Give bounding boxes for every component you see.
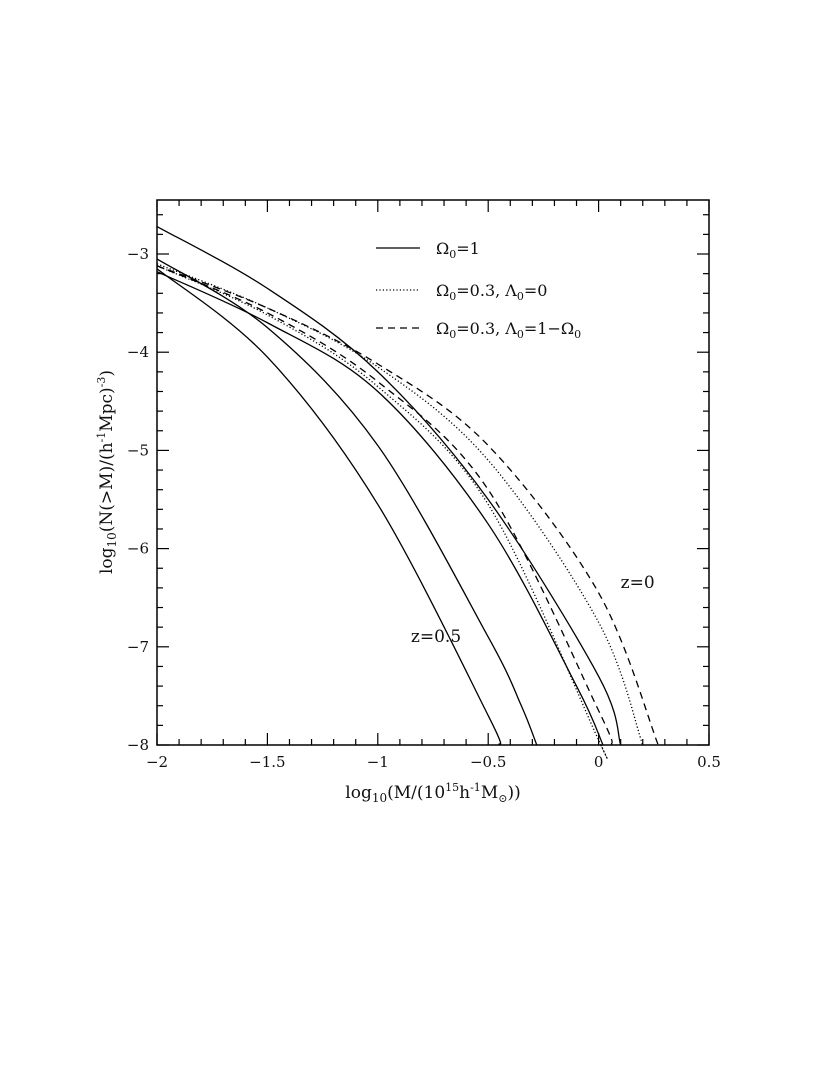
axis-ticks — [156, 200, 710, 746]
y-axis-title: log10(N(>M)/(h-1Mpc)-3) — [95, 370, 119, 574]
plot-frame — [156, 199, 710, 746]
annotation-z05: z=0.5 — [411, 627, 461, 647]
y-tick-label: −8 — [127, 736, 149, 754]
x-tick-label: −2 — [146, 753, 168, 771]
x-tick-label: −1.5 — [249, 753, 285, 771]
legend-label-dotted: Ω0=0.3, Λ0=0 — [436, 281, 547, 303]
series-curve-dashed — [156, 265, 659, 746]
legend: Ω0=1 Ω0=0.3, Λ0=0 Ω0=0.3, Λ0=1−Ω0 — [376, 239, 581, 341]
y-tick-label: −5 — [127, 441, 149, 459]
x-tick-label: −1 — [367, 753, 389, 771]
x-tick-label: 0 — [594, 753, 604, 771]
y-tick-label: −6 — [127, 540, 149, 558]
x-tick-label: 0.5 — [697, 753, 721, 771]
x-axis-title: log10(M/(1015h-1M⊙)) — [345, 781, 520, 805]
series-curve-dashed — [156, 265, 613, 746]
legend-label-solid: Ω0=1 — [436, 239, 480, 261]
y-tick-label: −3 — [127, 245, 149, 263]
x-tick-label: −0.5 — [470, 753, 506, 771]
annotation-z0: z=0 — [621, 573, 655, 593]
series-curve-solid — [156, 225, 622, 746]
tick-labels: −2 −1.5 −1 −0.5 0 0.5 −3 −4 −5 −6 −7 −8 — [127, 245, 721, 771]
series-curve-solid — [156, 268, 502, 746]
y-tick-label: −4 — [127, 343, 149, 361]
series-curve-solid — [156, 271, 604, 746]
y-tick-label: −7 — [127, 638, 149, 656]
data-curves — [156, 225, 659, 760]
legend-label-dashed: Ω0=0.3, Λ0=1−Ω0 — [436, 319, 581, 341]
